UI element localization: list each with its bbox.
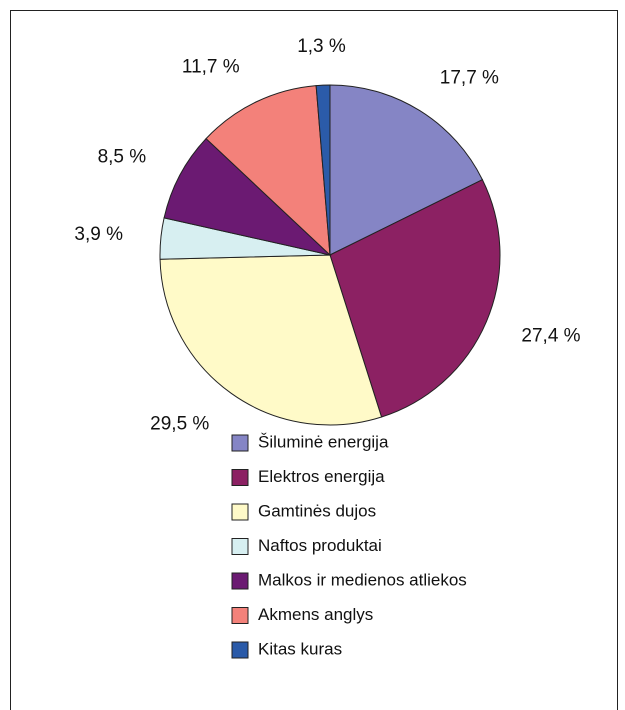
pie-slice [163,137,332,256]
legend-swatch [231,641,249,659]
legend-label: Šiluminė energija [258,432,389,451]
data-label: 29,5 % [150,413,209,434]
data-label: 1,3 % [297,36,346,57]
legend-label: Kitas kuras [258,639,342,658]
data-label: 17,7 % [440,67,499,88]
pie-slice [315,84,331,256]
frame [10,10,618,710]
legend-label: Elektros energija [258,467,385,486]
pie-slice [205,85,331,257]
legend-label: Naftos produktai [258,536,382,555]
pie-slice [159,254,383,426]
legend-swatch [231,503,249,521]
legend-swatch [231,538,249,555]
data-label: 11,7 % [182,57,240,78]
legend-label: Gamtinės dujos [258,501,376,520]
data-label: 8,5 % [98,147,147,168]
pie-slice [329,84,484,256]
legend-swatch [231,469,249,486]
legend-swatch [231,434,249,452]
legend-label: Malkos ir medienos atliekos [258,570,467,589]
pie-slice [329,179,501,418]
data-label: 27,4 % [521,325,580,346]
legend-swatch [231,572,249,590]
legend-swatch [231,607,249,624]
legend-label: Akmens anglys [258,605,373,624]
data-label: 3,9 % [74,224,123,245]
